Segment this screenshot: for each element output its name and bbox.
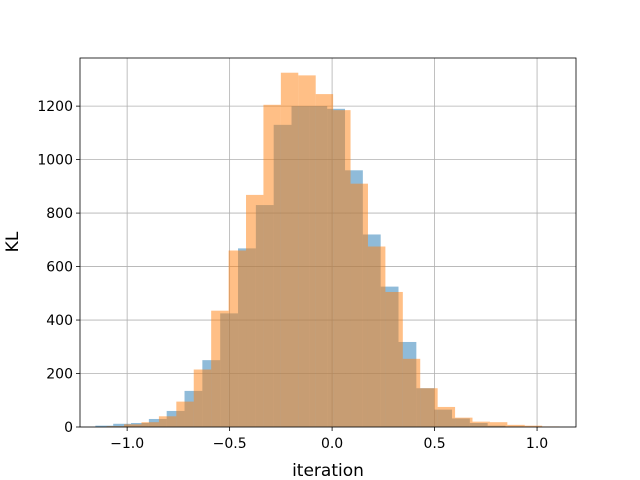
histogram-bar-series-2-bin-7 [211,310,229,427]
histogram-bar-series-2-bin-24 [507,424,525,427]
y-axis-ticks: 0 200 400 600 800 1000 1200 [37,99,80,436]
x-tick-label: −0.5 [213,436,247,452]
histogram-bar-series-2-bin-9 [246,194,264,427]
histogram-bar-series-2-bin-12 [298,75,316,427]
x-tick-label: 0.5 [423,436,445,452]
axes-frame [79,57,577,428]
histogram-bar-series-2-bin-11 [280,72,299,428]
histogram-bar-series-2-bin-22 [472,421,490,427]
x-tick-label: 1.0 [526,436,548,452]
x-tick-label: −1.0 [110,436,144,452]
histogram-bar-series-2-bin-18 [402,358,421,427]
histogram-bar-series-2-bin-15 [350,183,368,427]
y-tick-label: 1200 [37,99,73,115]
histogram-bar-series-2-bin-21 [455,417,473,427]
histogram-bar-series-1-bin-1 [95,425,114,427]
histogram-bar-series-2-bin-3 [141,422,159,427]
histogram-bar-series-2-bin-25 [524,425,543,427]
plot-area: −1.0 −0.5 0.0 0.5 1.0 0 200 400 600 800 1000 1200 [37,57,577,452]
histogram-bar-series-2-bin-17 [385,291,403,427]
histogram-bar-series-2-bin-6 [193,369,212,427]
histogram-bar-series-2-bin-16 [367,246,386,427]
histogram-bar-series-2-bin-4 [158,416,177,427]
histogram-bar-series-2-bin-5 [176,401,194,427]
y-tick-label: 1000 [37,153,73,169]
x-axis-label: iteration [292,461,364,480]
y-tick-label: 200 [46,367,73,383]
histogram-bar-series-1-bin-2 [113,423,132,427]
histogram-bar-series-2-bin-1 [106,426,125,427]
y-tick-label: 0 [64,420,73,436]
histogram-bar-series-2-bin-20 [437,406,456,427]
x-tick-label: 0.0 [321,436,343,452]
histogram-bar-series-2-bin-19 [420,388,438,427]
histogram-bars [95,72,560,428]
histogram-bar-series-2-bin-8 [228,250,247,427]
y-tick-label: 800 [46,206,73,222]
x-axis-ticks: −1.0 −0.5 0.0 0.5 1.0 [110,427,548,452]
histogram-bar-series-2-bin-2 [124,424,142,427]
histogram-bar-series-2-bin-10 [263,104,281,427]
y-axis-label: KL [3,231,23,252]
histogram-bar-series-2-bin-14 [333,110,351,428]
y-tick-label: 400 [46,313,73,329]
histogram-bar-series-2-bin-13 [315,94,334,427]
y-tick-label: 600 [46,260,73,276]
histogram-bar-series-2-bin-23 [489,422,508,427]
